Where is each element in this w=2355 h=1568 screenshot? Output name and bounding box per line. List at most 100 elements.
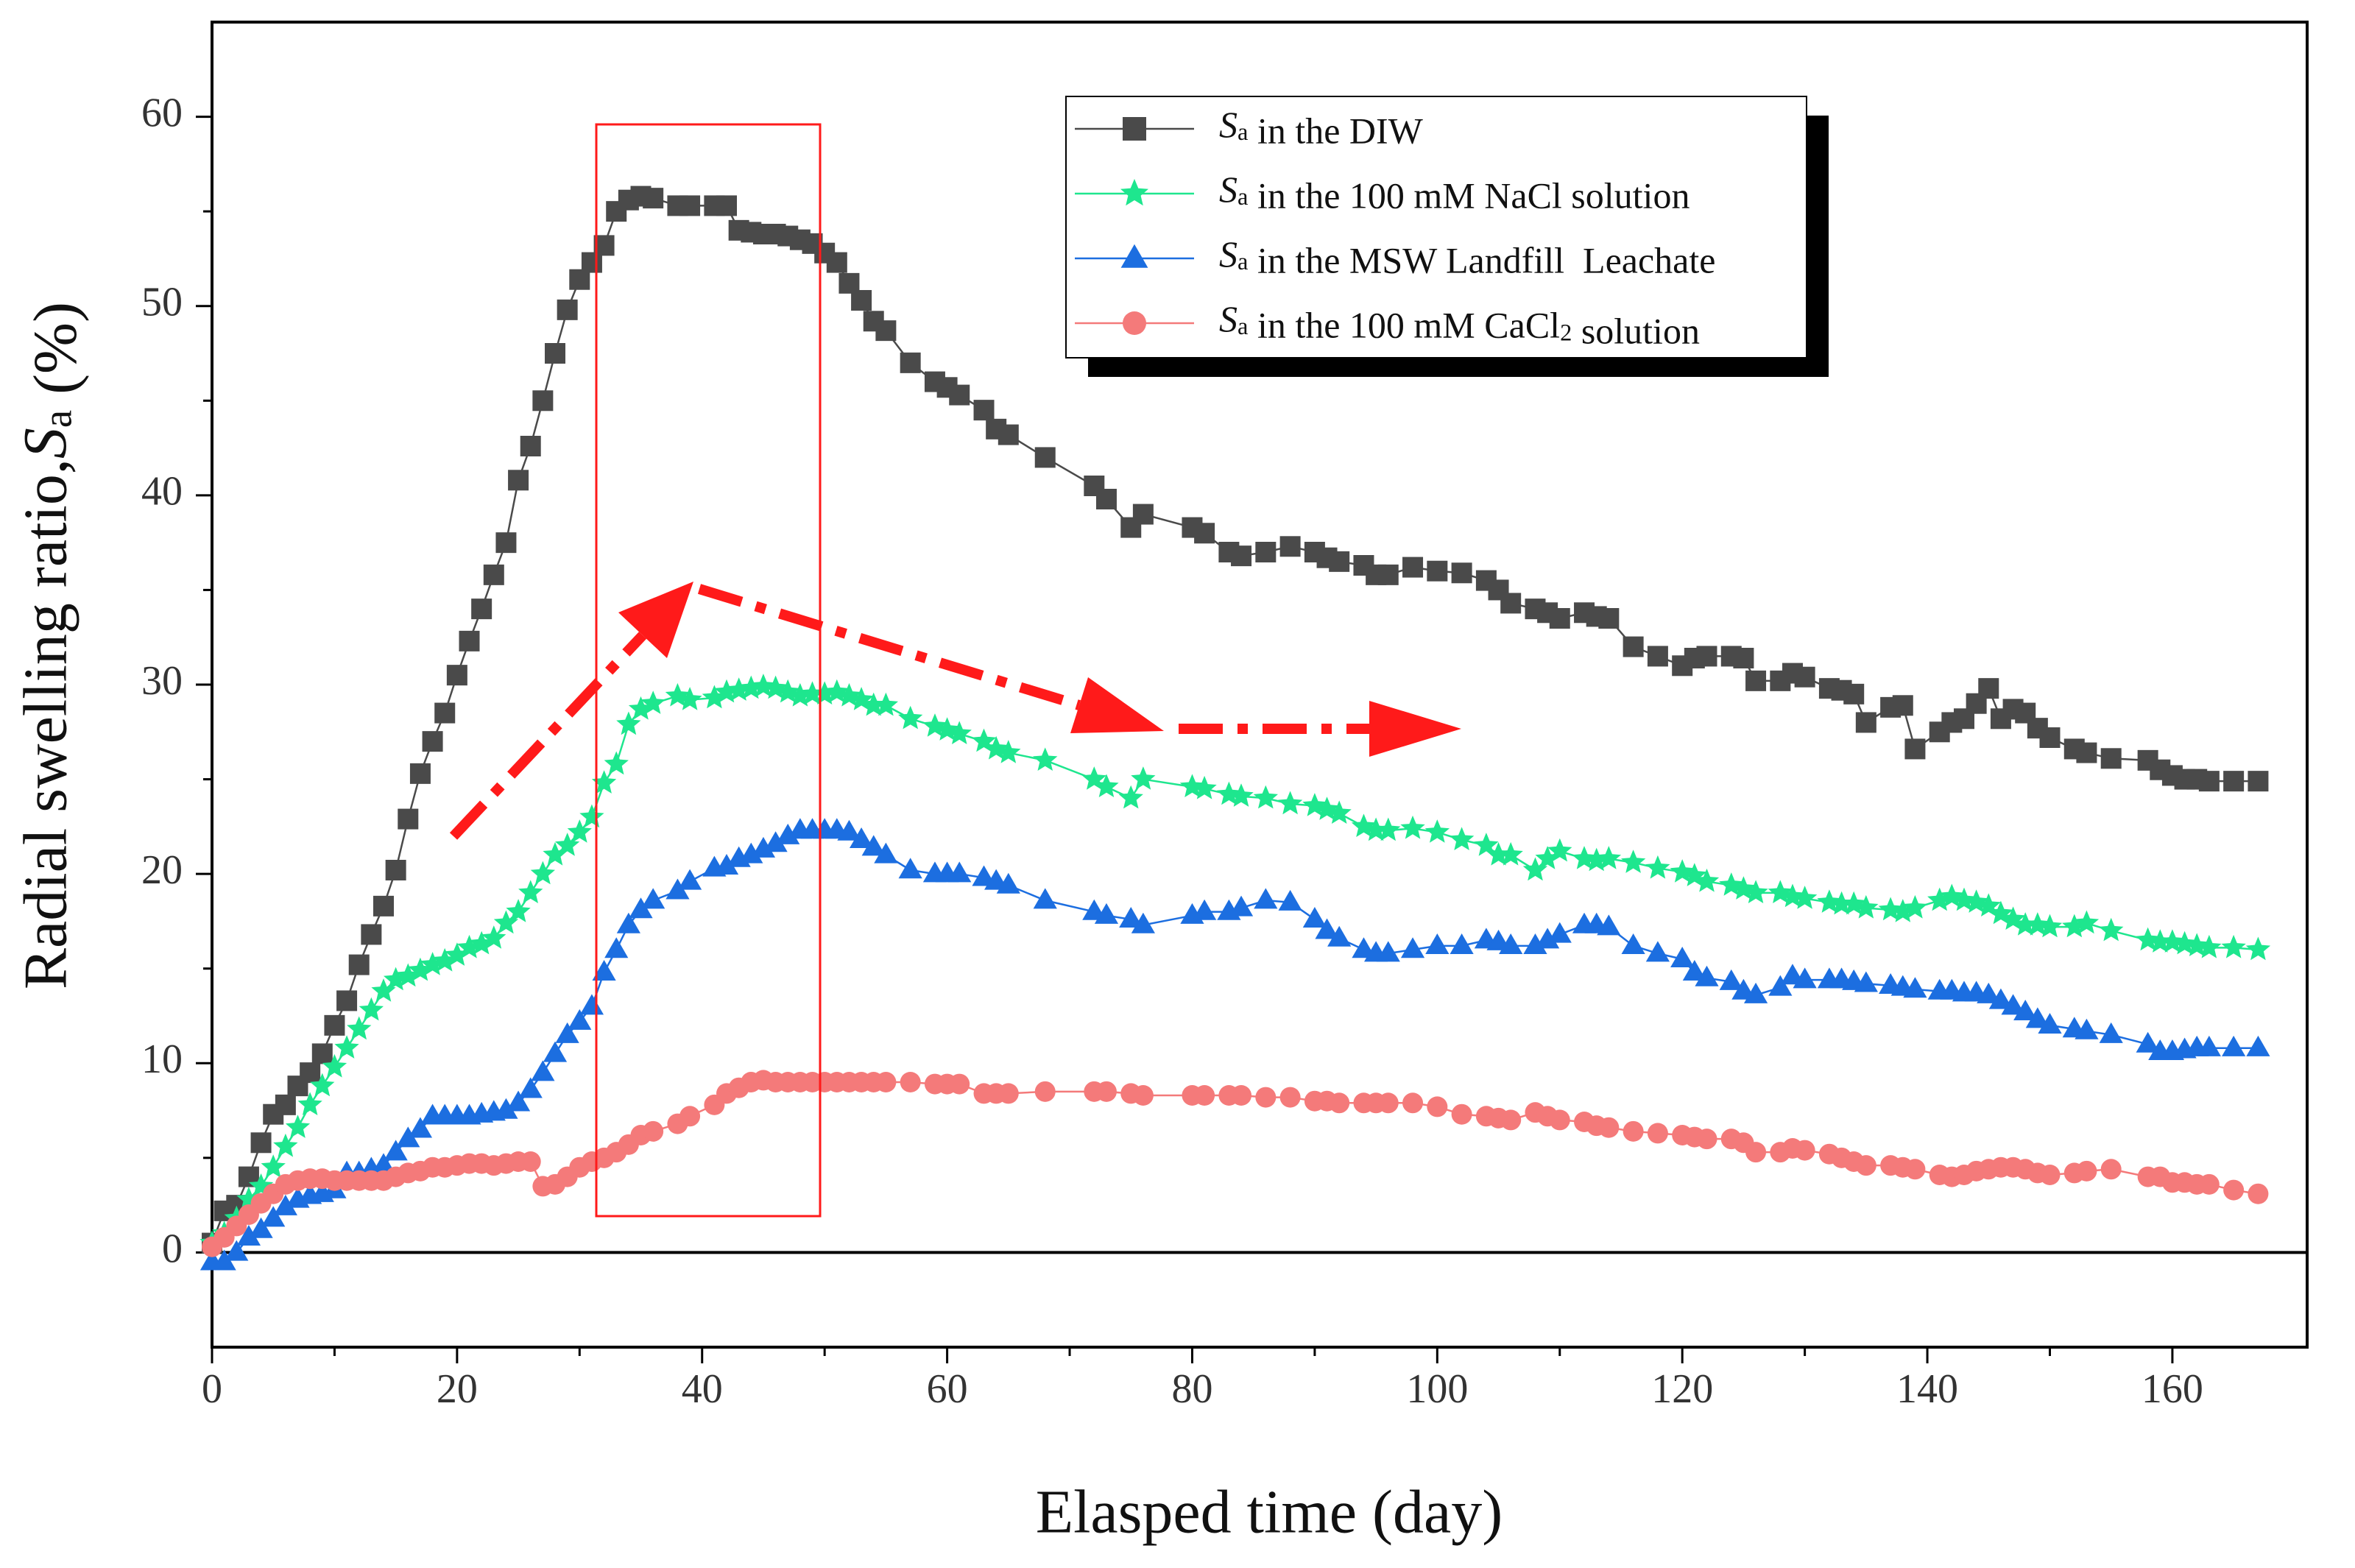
y-tick-label: 10 [141, 1036, 183, 1082]
square-marker [508, 470, 529, 491]
triangle-marker [1193, 899, 1217, 920]
triangle-marker [1400, 937, 1425, 958]
square-marker [545, 343, 566, 364]
triangle-marker [874, 842, 898, 864]
star-marker [310, 1073, 335, 1097]
legend-box [1065, 96, 1807, 359]
circle-marker [1904, 1159, 1926, 1180]
circle-marker [900, 1072, 921, 1092]
star-marker [1327, 800, 1352, 824]
triangle-marker [1793, 967, 1817, 989]
star-marker [751, 674, 776, 697]
triangle-marker [714, 854, 739, 875]
triangle-marker [579, 994, 604, 1015]
triangle-marker [1315, 918, 1339, 939]
star-marker [481, 925, 506, 949]
circle-marker [1855, 1155, 1876, 1176]
square-marker [679, 195, 701, 216]
square-marker [1034, 447, 1056, 468]
star-marker [1694, 868, 1720, 892]
triangle-marker [739, 842, 763, 864]
series [200, 818, 2270, 1271]
triangle-marker [641, 888, 665, 909]
square-marker [1733, 648, 1754, 668]
series [202, 1070, 2269, 1257]
triangle-marker [2001, 994, 2025, 1015]
triangle-marker [1682, 960, 1706, 981]
annotations [449, 123, 1461, 1218]
square-marker [2248, 771, 2269, 792]
star-marker [2160, 929, 2185, 953]
triangle-marker [518, 1077, 543, 1098]
star-marker [2025, 912, 2050, 936]
triangle-marker [776, 823, 800, 844]
legend-label: Sa in the 100 mM NaCl solution [1219, 169, 1690, 216]
star-marker [1743, 880, 1768, 903]
star-marker [1400, 815, 1425, 839]
star-marker [445, 942, 470, 966]
square-marker [398, 808, 419, 830]
square-marker [1745, 670, 1767, 691]
square-marker [1598, 608, 1620, 629]
star-marker [640, 691, 665, 714]
series [200, 674, 2271, 1254]
x-tick-label: 20 [437, 1366, 478, 1412]
star-marker [1572, 846, 1597, 869]
star-marker [1596, 846, 1621, 869]
circle-marker [1377, 1092, 1399, 1114]
circle-marker [679, 1106, 701, 1127]
circle-marker [1132, 1085, 1154, 1106]
star-marker [1878, 897, 1903, 921]
triangle-marker [763, 831, 788, 852]
star-marker [1216, 781, 1241, 805]
square-marker [422, 731, 443, 752]
circle-marker [2248, 1183, 2269, 1204]
triangle-marker [665, 878, 690, 900]
legend: Sa in the DIW Sa in the 100 mM NaCl solut… [1065, 96, 1829, 377]
square-marker [1231, 545, 1252, 567]
circle-marker [1500, 1109, 1522, 1131]
circle-marker [1095, 1081, 1117, 1102]
circle-marker [520, 1151, 541, 1172]
triangle-marker [677, 869, 702, 890]
triangle-marker [1450, 933, 1474, 955]
triangle-marker [1547, 922, 1572, 943]
triangle-marker [592, 960, 616, 981]
arrow-head [618, 582, 693, 658]
star-marker [493, 910, 519, 934]
triangle-marker [1120, 244, 1148, 268]
y-tick-label: 20 [141, 847, 183, 893]
star-marker [2172, 930, 2197, 955]
circle-marker [1794, 1140, 1815, 1161]
triangle-marker [616, 912, 640, 933]
triangle-marker [249, 1217, 273, 1238]
circle-marker [2076, 1160, 2097, 1182]
circle-marker [1255, 1087, 1277, 1108]
circle-marker [1402, 1092, 1424, 1114]
star-marker [1118, 785, 1143, 809]
star-marker [947, 721, 972, 744]
square-marker [1843, 683, 1865, 704]
star-marker [1120, 179, 1148, 206]
square-marker [998, 424, 1019, 445]
triangle-marker [1302, 907, 1327, 928]
square-marker [1647, 646, 1668, 667]
square-marker [1279, 536, 1301, 557]
star-marker [1780, 883, 1805, 908]
star-marker [1179, 774, 1205, 797]
star-marker [2074, 910, 2100, 934]
plot-frame [211, 21, 2309, 1349]
triangle-marker [236, 1225, 261, 1246]
square-marker [446, 665, 467, 686]
star-marker [359, 997, 384, 1021]
triangle-marker [384, 1140, 408, 1161]
triangle-marker [1229, 895, 1254, 917]
square-marker [1904, 738, 1926, 760]
arrow-head [1369, 701, 1461, 757]
star-marker [1450, 827, 1475, 850]
triangle-marker [1621, 933, 1645, 955]
star-marker [898, 705, 923, 730]
star-marker [273, 1133, 298, 1157]
triangle-marker [2246, 1035, 2270, 1056]
